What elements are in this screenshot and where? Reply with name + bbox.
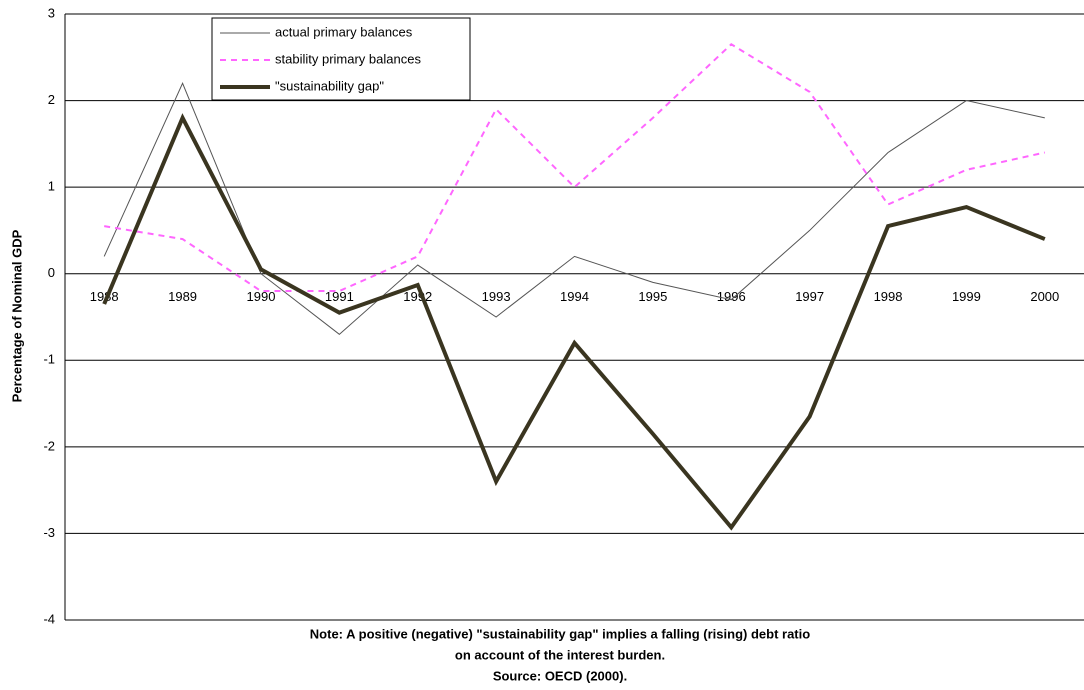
note: on account of the interest burden. xyxy=(455,647,665,662)
x-tick-label: 1998 xyxy=(874,289,903,304)
x-tick-label: 1993 xyxy=(482,289,511,304)
y-tick-label: -2 xyxy=(43,438,55,453)
y-tick-label: -1 xyxy=(43,352,55,367)
x-tick-label: 1991 xyxy=(325,289,354,304)
x-tick-label: 1995 xyxy=(638,289,667,304)
series-line xyxy=(103,81,1045,335)
legend-label: stability primary balances xyxy=(275,51,421,66)
note: Source: OECD (2000). xyxy=(493,668,627,683)
y-tick-label: 1 xyxy=(48,179,55,194)
x-tick-label: 1992 xyxy=(403,289,432,304)
series-line xyxy=(102,113,1046,531)
x-tick-label: 1994 xyxy=(560,289,589,304)
y-tick-label: 3 xyxy=(48,5,55,20)
y-tick-label: 2 xyxy=(48,92,55,107)
legend-label: actual primary balances xyxy=(275,24,413,39)
legend-label: "sustainability gap" xyxy=(275,78,384,93)
y-tick-label: -3 xyxy=(43,525,55,540)
x-tick-label: 1988 xyxy=(90,289,119,304)
x-tick-label: 1999 xyxy=(952,289,981,304)
x-tick-label: 1990 xyxy=(247,289,276,304)
x-tick-label: 2000 xyxy=(1030,289,1059,304)
y-axis-label: Percentage of Nominal GDP xyxy=(9,229,24,402)
y-tick-label: -4 xyxy=(43,611,55,626)
x-tick-label: 1989 xyxy=(168,289,197,304)
note: Note: A positive (negative) "sustainabil… xyxy=(310,626,810,641)
y-tick-label: 0 xyxy=(48,265,55,280)
x-tick-label: 1997 xyxy=(795,289,824,304)
